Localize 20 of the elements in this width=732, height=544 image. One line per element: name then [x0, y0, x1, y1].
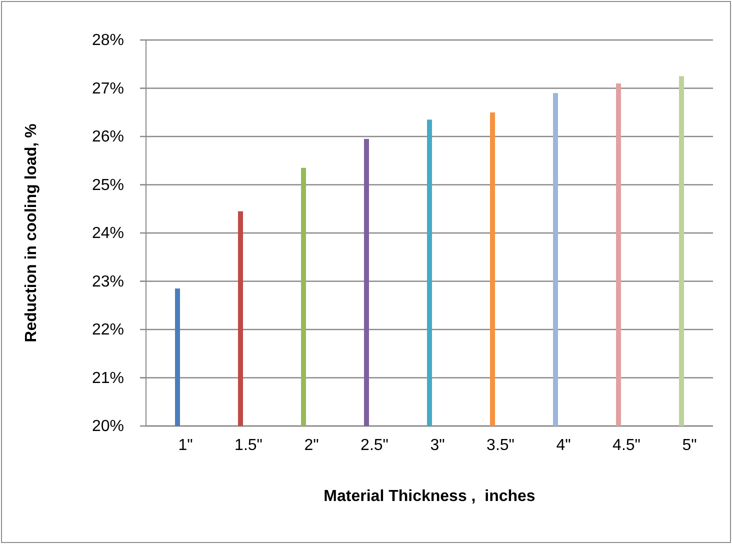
y-tick-label: 22%: [92, 322, 124, 339]
x-tick-label: 2.5": [360, 436, 388, 454]
x-tick-label: 3": [430, 436, 445, 454]
x-tick-label: 4": [556, 436, 571, 454]
x-tick-label: 1.5": [234, 436, 262, 454]
y-axis-title: Reduction in cooling load, %: [23, 124, 40, 342]
x-tick-label: 3.5": [486, 436, 514, 454]
y-tick-label: 26%: [92, 128, 124, 146]
y-tick-label: 27%: [92, 80, 124, 98]
x-tick-label: 1": [178, 436, 193, 454]
y-tick-label: 28%: [92, 32, 124, 50]
x-axis-title: Material Thickness , inches: [324, 488, 536, 505]
y-tick-label: 23%: [92, 273, 124, 290]
x-tick-label: 5": [682, 436, 697, 454]
y-tick-label: 21%: [92, 370, 124, 387]
y-tick-label: 20%: [92, 418, 124, 436]
x-tick-label: 2": [304, 436, 319, 454]
y-tick-label: 25%: [92, 176, 124, 194]
x-tick-label: 4.5": [612, 436, 640, 454]
y-tick-label: 24%: [92, 225, 124, 242]
